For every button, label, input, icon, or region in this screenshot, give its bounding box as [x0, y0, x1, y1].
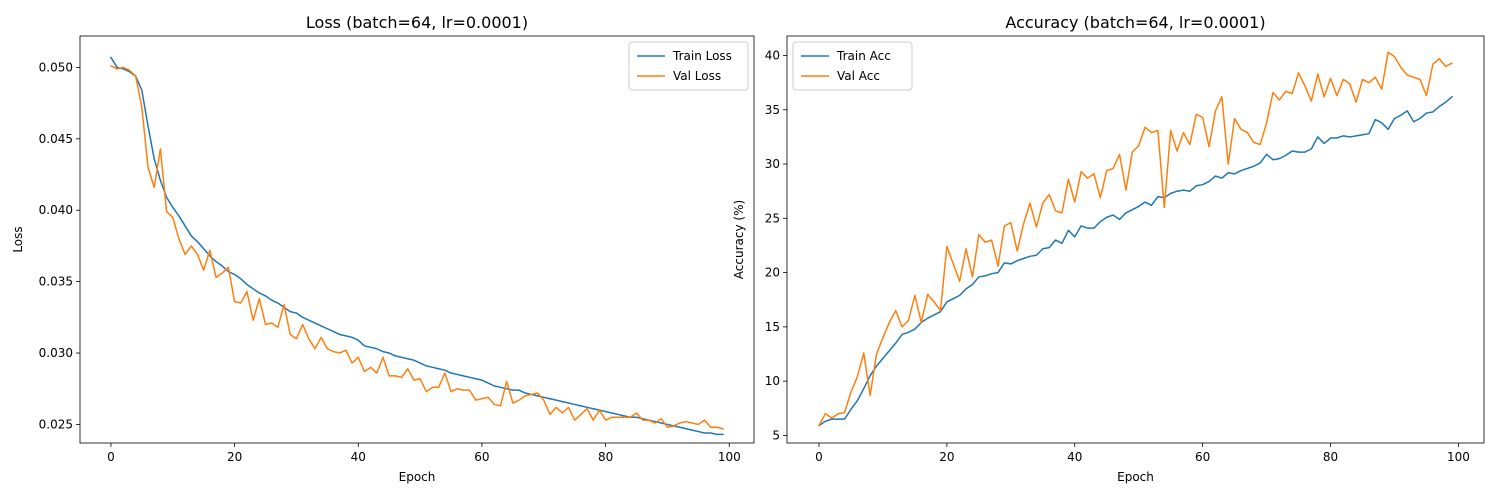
accuracy-y-tick-label: 5 — [772, 428, 780, 442]
accuracy-x-tick-label: 0 — [815, 450, 823, 464]
accuracy-legend-label: Val Acc — [837, 69, 880, 83]
accuracy-x-axis-label: Epoch — [1117, 470, 1154, 484]
loss-x-tick-label: 60 — [474, 450, 489, 464]
accuracy-x-tick-label: 60 — [1195, 450, 1210, 464]
loss-x-tick-label: 20 — [227, 450, 242, 464]
accuracy-chart: Accuracy (batch=64, lr=0.0001) 0 20 40 60 80 1… — [732, 13, 1485, 484]
loss-series-line-train-loss — [110, 56, 724, 436]
loss-x-tick-label: 0 — [107, 450, 115, 464]
loss-x-tick-label: 40 — [351, 450, 366, 464]
loss-y-tick-label: 0.040 — [39, 203, 73, 217]
loss-chart: Loss (batch=64, lr=0.0001) 0 20 40 60 80 100 0.… — [11, 13, 755, 484]
accuracy-axes-frame — [786, 35, 1485, 444]
loss-legend-box — [628, 41, 749, 91]
accuracy-legend-label: Train Acc — [836, 49, 891, 63]
loss-y-tick-label: 0.050 — [39, 60, 73, 74]
accuracy-x-tick-label: 40 — [1067, 450, 1082, 464]
loss-y-tick-label: 0.045 — [39, 132, 73, 146]
loss-chart-title: Loss (batch=64, lr=0.0001) — [306, 13, 528, 32]
accuracy-x-tick-label: 100 — [1447, 450, 1470, 464]
loss-legend: Train Loss Val Loss — [628, 41, 749, 91]
accuracy-x-tick-label: 20 — [939, 450, 954, 464]
accuracy-y-tick-label: 25 — [765, 211, 780, 225]
loss-y-tick-label: 0.035 — [39, 275, 73, 289]
accuracy-x-tick-label: 80 — [1323, 450, 1338, 464]
loss-y-axis-label: Loss — [11, 226, 25, 252]
loss-y-tick-label: 0.030 — [39, 346, 73, 360]
loss-x-tick-label: 100 — [718, 450, 741, 464]
loss-series-line-val-loss — [110, 65, 724, 430]
loss-x-tick-label: 80 — [598, 450, 613, 464]
accuracy-y-tick-label: 30 — [765, 157, 780, 171]
loss-y-tick-label: 0.025 — [39, 417, 73, 431]
accuracy-legend: Train Acc Val Acc — [792, 41, 913, 91]
loss-x-axis-label: Epoch — [399, 470, 436, 484]
accuracy-y-tick-label: 35 — [765, 103, 780, 117]
accuracy-chart-title: Accuracy (batch=64, lr=0.0001) — [1005, 13, 1265, 32]
loss-legend-label: Train Loss — [672, 49, 732, 63]
loss-axes-frame — [79, 35, 755, 444]
loss-legend-label: Val Loss — [673, 69, 721, 83]
accuracy-series-line-train-acc — [818, 96, 1453, 427]
accuracy-y-tick-label: 40 — [765, 49, 780, 63]
accuracy-legend-box — [792, 41, 913, 91]
accuracy-y-tick-label: 20 — [765, 266, 780, 280]
accuracy-y-tick-label: 15 — [765, 320, 780, 334]
accuracy-series-line-val-acc — [818, 51, 1453, 427]
accuracy-y-tick-label: 10 — [765, 374, 780, 388]
accuracy-y-axis-label: Accuracy (%) — [732, 200, 746, 279]
